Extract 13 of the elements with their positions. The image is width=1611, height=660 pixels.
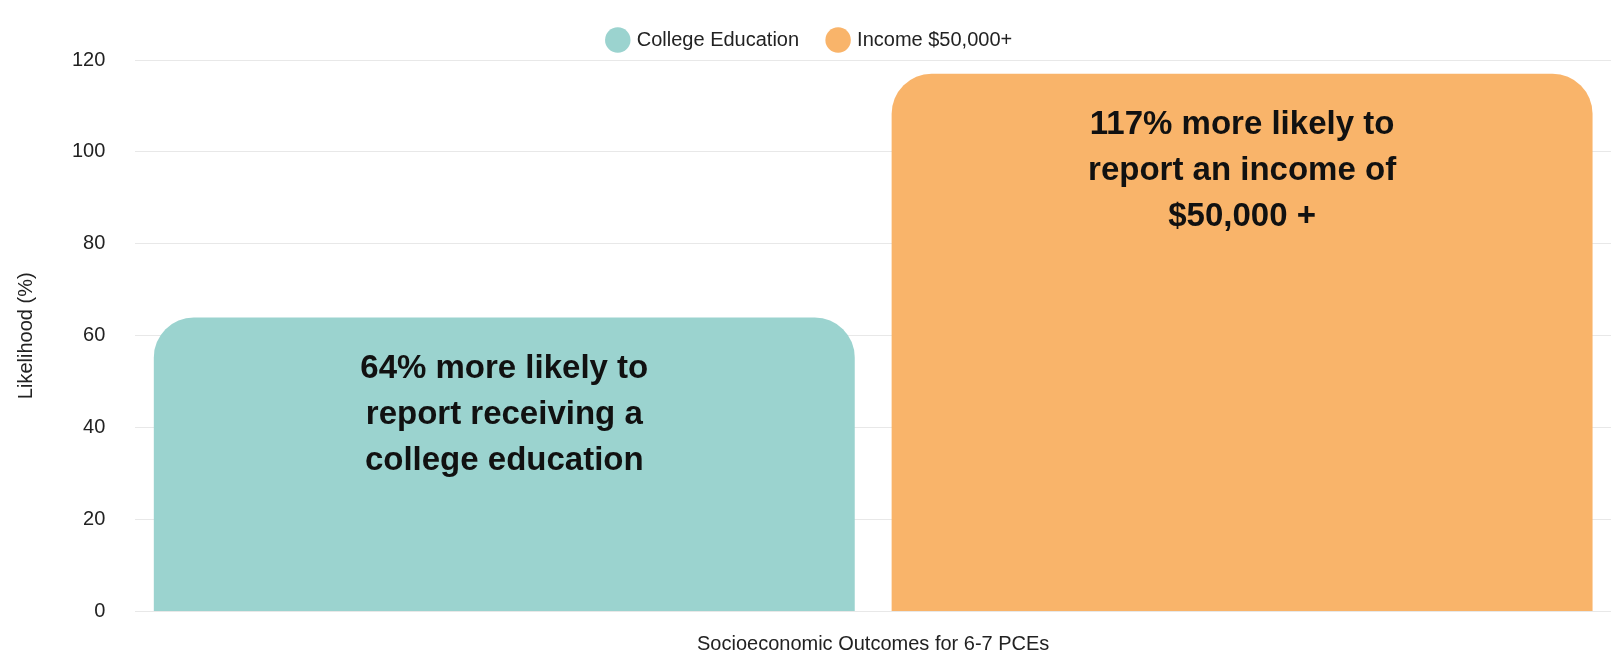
data-label: 64% more likely to report receiving a college education [360, 348, 649, 478]
y-tick-label: 0 [94, 599, 106, 622]
data-label: 117% more likely to report an income of $50,000 + [1088, 104, 1398, 234]
y-tick-label: 40 [83, 415, 106, 438]
y-tick-label: 80 [83, 231, 106, 254]
y-tick-label: 60 [83, 323, 106, 346]
x-axis-title: Socioeconomic Outcomes for 6-7 PCEs [697, 631, 1050, 654]
y-tick-label: 20 [83, 507, 106, 530]
legend-label: Income $50,000+ [857, 27, 1013, 50]
y-tick-label: 120 [71, 47, 106, 70]
y-tick-label: 100 [71, 139, 106, 162]
legend-label: College Education [636, 27, 800, 50]
y-axis-title: Likelihood (%) [13, 272, 36, 400]
